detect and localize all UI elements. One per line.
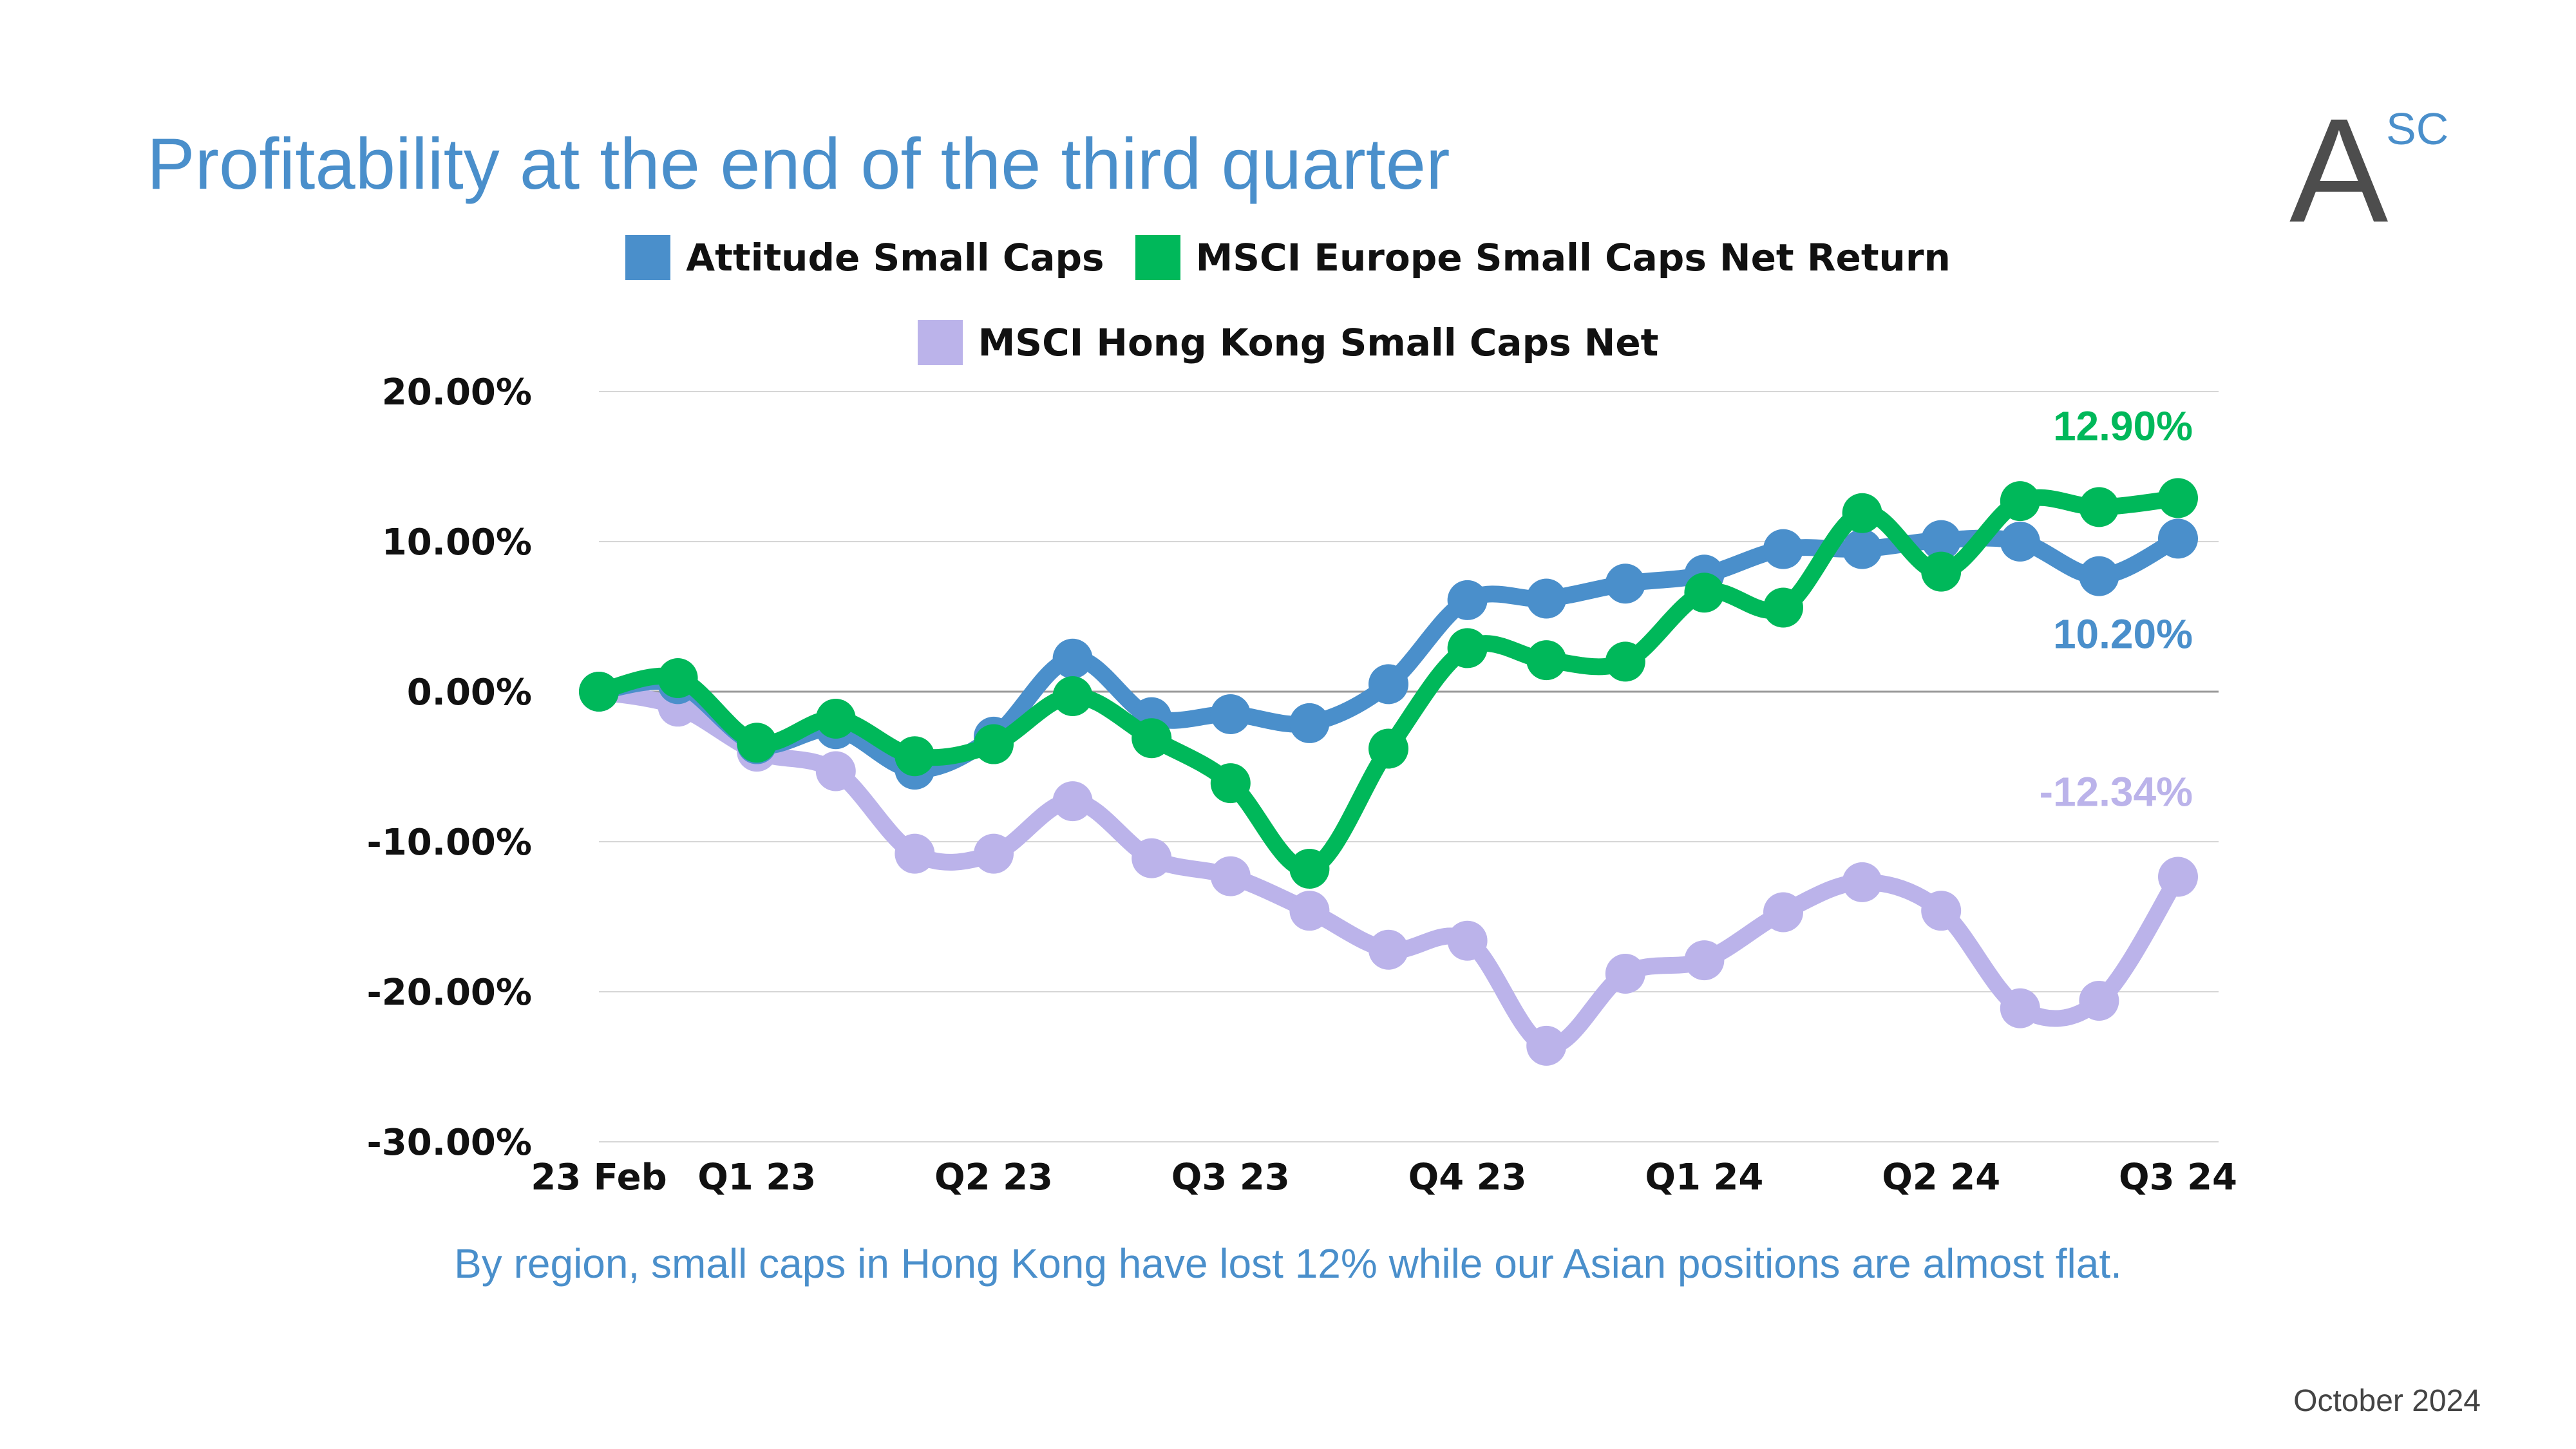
data-point (1052, 781, 1093, 822)
data-point (2079, 487, 2119, 527)
data-point (1526, 1025, 1567, 1066)
legend-swatch-msci-hk (917, 320, 963, 365)
data-point (1605, 641, 1645, 682)
data-point (1210, 856, 1251, 896)
data-point (1684, 573, 1725, 613)
data-point (1763, 892, 1803, 933)
data-point (1684, 940, 1725, 981)
data-point (1921, 551, 1962, 592)
footer-date: October 2024 (2293, 1384, 2481, 1418)
data-point (1763, 587, 1803, 628)
data-point (1447, 920, 1488, 961)
data-point (1605, 954, 1645, 994)
x-tick-label: Q2 23 (934, 1157, 1053, 1198)
chart-caption: By region, small caps in Hong Kong have … (454, 1240, 2122, 1287)
logo-superscript: SC (2386, 104, 2449, 154)
y-tick-label: -10.00% (367, 822, 532, 864)
data-point (1447, 628, 1488, 668)
logo-letter: A (2289, 88, 2389, 253)
data-point (2158, 478, 2198, 518)
end-value-label: -12.34% (2040, 769, 2193, 815)
data-point (579, 672, 619, 712)
legend-item-attitude: Attitude Small Caps (625, 235, 1104, 280)
end-value-label: 10.20% (2053, 611, 2193, 657)
data-point (737, 723, 777, 763)
data-point (1210, 694, 1251, 734)
end-value-label: 12.90% (2053, 402, 2193, 449)
legend-label-attitude: Attitude Small Caps (686, 236, 1104, 279)
data-point (1052, 638, 1093, 679)
data-point (1763, 529, 1803, 569)
data-point (1605, 564, 1645, 604)
brand-logo: A SC (2289, 97, 2457, 245)
legend-item-msci-europe: MSCI Europe Small Caps Net Return (1135, 235, 1951, 280)
data-point (1526, 578, 1567, 619)
y-tick-label: -30.00% (367, 1122, 532, 1164)
data-point (2000, 988, 2040, 1028)
data-point (1368, 929, 1408, 970)
x-tick-label: Q3 24 (2119, 1157, 2237, 1198)
legend-item-msci-hk: MSCI Hong Kong Small Caps Net (917, 320, 1659, 365)
y-tick-label: -20.00% (367, 972, 532, 1014)
data-point (2079, 980, 2119, 1021)
data-point (658, 658, 698, 699)
data-point (974, 724, 1014, 764)
data-point (1526, 640, 1567, 681)
chart-legend-row-2: MSCI Hong Kong Small Caps Net (0, 320, 2576, 365)
data-point (2079, 556, 2119, 596)
x-tick-label: Q1 24 (1645, 1157, 1763, 1198)
data-point (1842, 493, 1882, 533)
data-point (1447, 580, 1488, 620)
data-point (1921, 520, 1962, 560)
data-point (2000, 522, 2040, 562)
legend-swatch-attitude (625, 235, 671, 280)
data-point (2000, 481, 2040, 522)
data-point (815, 751, 856, 791)
x-tick-label: Q2 24 (1882, 1157, 2000, 1198)
data-point (895, 736, 935, 777)
data-point (1289, 848, 1330, 889)
data-point (1842, 862, 1882, 902)
y-tick-label: 20.00% (382, 372, 532, 413)
data-point (2158, 518, 2198, 559)
data-point (1052, 676, 1093, 716)
page-title: Profitability at the end of the third qu… (147, 124, 1450, 204)
data-point (1368, 728, 1408, 769)
data-point (895, 833, 935, 874)
data-point (1289, 703, 1330, 743)
data-point (1210, 763, 1251, 804)
legend-swatch-msci-europe (1135, 235, 1180, 280)
data-point (1289, 891, 1330, 931)
x-tick-label: 23 Feb (531, 1157, 667, 1198)
x-tick-label: Q4 23 (1408, 1157, 1527, 1198)
data-point (815, 698, 856, 739)
data-point (974, 833, 1014, 874)
x-tick-label: Q3 23 (1171, 1157, 1290, 1198)
chart-legend-row-1: Attitude Small Caps MSCI Europe Small Ca… (0, 235, 2576, 280)
data-point (1132, 838, 1172, 878)
legend-label-msci-hk: MSCI Hong Kong Small Caps Net (978, 321, 1659, 365)
legend-label-msci-europe: MSCI Europe Small Caps Net Return (1195, 236, 1951, 279)
x-tick-label: Q1 23 (697, 1157, 816, 1198)
data-point (1921, 891, 1962, 931)
data-point (1132, 718, 1172, 759)
y-tick-label: 10.00% (382, 522, 532, 564)
data-point (2158, 857, 2198, 897)
y-tick-label: 0.00% (407, 672, 532, 714)
data-point (1842, 529, 1882, 569)
data-point (1368, 664, 1408, 705)
